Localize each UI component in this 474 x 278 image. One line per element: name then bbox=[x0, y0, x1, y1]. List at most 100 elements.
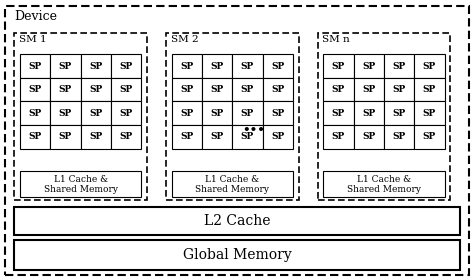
Text: SP: SP bbox=[89, 132, 102, 142]
Text: SP: SP bbox=[423, 109, 436, 118]
Text: SP: SP bbox=[362, 61, 375, 71]
Text: SP: SP bbox=[59, 109, 72, 118]
Text: SP: SP bbox=[271, 61, 284, 71]
FancyBboxPatch shape bbox=[318, 33, 450, 200]
FancyBboxPatch shape bbox=[263, 78, 293, 101]
FancyBboxPatch shape bbox=[50, 54, 81, 78]
Text: SP: SP bbox=[28, 85, 42, 94]
FancyBboxPatch shape bbox=[50, 78, 81, 101]
FancyBboxPatch shape bbox=[20, 171, 141, 197]
Text: SP: SP bbox=[362, 109, 375, 118]
FancyBboxPatch shape bbox=[14, 240, 460, 270]
Text: SM 1: SM 1 bbox=[19, 35, 46, 44]
Text: SP: SP bbox=[180, 132, 193, 142]
Text: SP: SP bbox=[392, 61, 406, 71]
Text: SM n: SM n bbox=[322, 35, 350, 44]
FancyBboxPatch shape bbox=[172, 54, 202, 78]
Text: SP: SP bbox=[210, 109, 224, 118]
FancyBboxPatch shape bbox=[384, 78, 414, 101]
Text: SP: SP bbox=[271, 85, 284, 94]
FancyBboxPatch shape bbox=[414, 125, 445, 149]
Text: SP: SP bbox=[210, 132, 224, 142]
Text: SP: SP bbox=[332, 109, 345, 118]
Text: SP: SP bbox=[241, 85, 254, 94]
Text: SP: SP bbox=[241, 61, 254, 71]
Text: SM 2: SM 2 bbox=[171, 35, 198, 44]
FancyBboxPatch shape bbox=[323, 101, 354, 125]
FancyBboxPatch shape bbox=[14, 207, 460, 235]
FancyBboxPatch shape bbox=[263, 101, 293, 125]
FancyBboxPatch shape bbox=[202, 125, 232, 149]
FancyBboxPatch shape bbox=[232, 78, 263, 101]
Text: SP: SP bbox=[423, 85, 436, 94]
Text: SP: SP bbox=[59, 61, 72, 71]
Text: L1 Cache &
Shared Memory: L1 Cache & Shared Memory bbox=[44, 175, 118, 194]
FancyBboxPatch shape bbox=[354, 101, 384, 125]
FancyBboxPatch shape bbox=[20, 101, 50, 125]
Text: SP: SP bbox=[392, 85, 406, 94]
Text: SP: SP bbox=[332, 132, 345, 142]
Text: SP: SP bbox=[28, 61, 42, 71]
Text: SP: SP bbox=[180, 61, 193, 71]
Text: SP: SP bbox=[180, 109, 193, 118]
FancyBboxPatch shape bbox=[263, 54, 293, 78]
Text: SP: SP bbox=[89, 61, 102, 71]
FancyBboxPatch shape bbox=[414, 101, 445, 125]
Text: Global Memory: Global Memory bbox=[182, 248, 292, 262]
Text: SP: SP bbox=[392, 132, 406, 142]
FancyBboxPatch shape bbox=[323, 78, 354, 101]
FancyBboxPatch shape bbox=[166, 33, 299, 200]
FancyBboxPatch shape bbox=[111, 78, 141, 101]
FancyBboxPatch shape bbox=[232, 101, 263, 125]
Text: SP: SP bbox=[332, 85, 345, 94]
FancyBboxPatch shape bbox=[5, 6, 469, 275]
FancyBboxPatch shape bbox=[384, 101, 414, 125]
Text: SP: SP bbox=[119, 61, 133, 71]
FancyBboxPatch shape bbox=[81, 125, 111, 149]
Text: SP: SP bbox=[59, 132, 72, 142]
Text: SP: SP bbox=[271, 109, 284, 118]
Text: SP: SP bbox=[119, 85, 133, 94]
Text: SP: SP bbox=[241, 132, 254, 142]
Text: SP: SP bbox=[210, 85, 224, 94]
FancyBboxPatch shape bbox=[20, 78, 50, 101]
FancyBboxPatch shape bbox=[20, 54, 50, 78]
Text: SP: SP bbox=[28, 132, 42, 142]
FancyBboxPatch shape bbox=[384, 54, 414, 78]
Text: SP: SP bbox=[392, 109, 406, 118]
FancyBboxPatch shape bbox=[414, 78, 445, 101]
Text: SP: SP bbox=[210, 61, 224, 71]
FancyBboxPatch shape bbox=[202, 78, 232, 101]
Text: SP: SP bbox=[332, 61, 345, 71]
FancyBboxPatch shape bbox=[172, 171, 293, 197]
FancyBboxPatch shape bbox=[354, 78, 384, 101]
FancyBboxPatch shape bbox=[81, 78, 111, 101]
Text: L1 Cache &
Shared Memory: L1 Cache & Shared Memory bbox=[347, 175, 421, 194]
FancyBboxPatch shape bbox=[323, 54, 354, 78]
Text: L1 Cache &
Shared Memory: L1 Cache & Shared Memory bbox=[195, 175, 269, 194]
Text: SP: SP bbox=[180, 85, 193, 94]
FancyBboxPatch shape bbox=[263, 125, 293, 149]
FancyBboxPatch shape bbox=[172, 101, 202, 125]
Text: SP: SP bbox=[89, 85, 102, 94]
FancyBboxPatch shape bbox=[354, 54, 384, 78]
FancyBboxPatch shape bbox=[20, 125, 50, 149]
Text: SP: SP bbox=[362, 132, 375, 142]
Text: SP: SP bbox=[423, 132, 436, 142]
Text: SP: SP bbox=[89, 109, 102, 118]
FancyBboxPatch shape bbox=[172, 78, 202, 101]
Text: SP: SP bbox=[119, 132, 133, 142]
FancyBboxPatch shape bbox=[50, 101, 81, 125]
Text: SP: SP bbox=[362, 85, 375, 94]
FancyBboxPatch shape bbox=[202, 54, 232, 78]
Text: SP: SP bbox=[271, 132, 284, 142]
Text: ...: ... bbox=[242, 114, 265, 136]
Text: SP: SP bbox=[59, 85, 72, 94]
FancyBboxPatch shape bbox=[202, 101, 232, 125]
Text: Device: Device bbox=[14, 10, 57, 23]
FancyBboxPatch shape bbox=[81, 54, 111, 78]
Text: SP: SP bbox=[241, 109, 254, 118]
Text: L2 Cache: L2 Cache bbox=[204, 214, 270, 228]
FancyBboxPatch shape bbox=[172, 125, 202, 149]
FancyBboxPatch shape bbox=[232, 54, 263, 78]
